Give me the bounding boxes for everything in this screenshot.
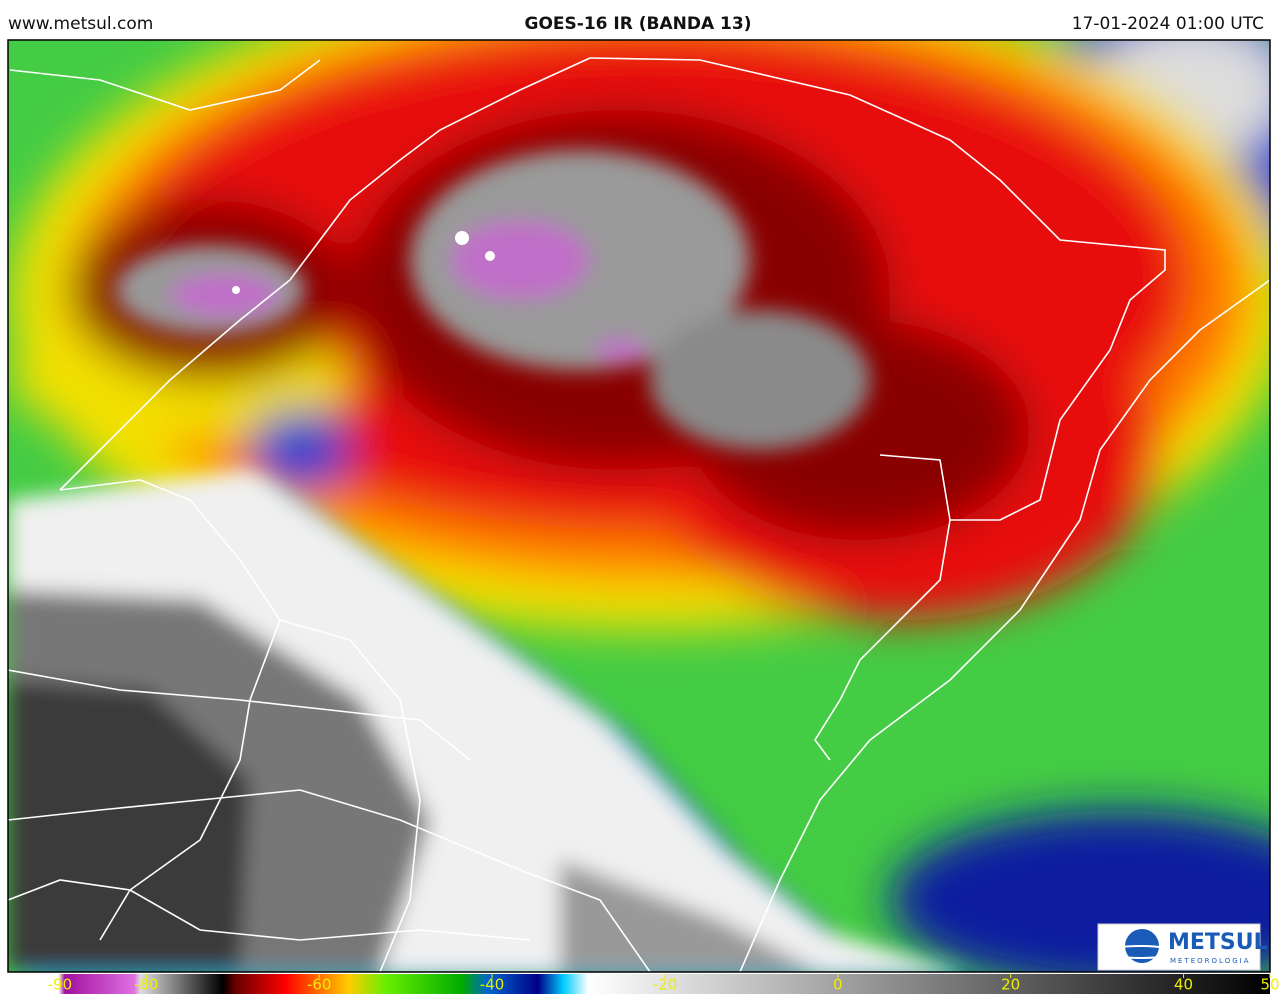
colorbar-tick-label: 0 [833,976,843,994]
colorbar-tick-label: 40 [1174,976,1193,994]
logo-tagline: METEOROLOGIA [1170,957,1250,965]
image-title: GOES-16 IR (BANDA 13) [524,14,752,34]
colorbar-tick-label: -80 [134,976,159,994]
timestamp: 17-01-2024 01:00 UTC [1071,14,1264,34]
colorbar-tick-label: -60 [307,976,332,994]
colorbar-tick-label: -40 [480,976,505,994]
colorbar-tick-label: -20 [653,976,678,994]
site-url: www.metsul.com [8,14,154,34]
imagery [8,40,1270,972]
colorbar-tick-label: -90 [48,976,73,994]
logo-name: METSUL [1168,930,1268,955]
colorbar-tick-label: 20 [1001,976,1020,994]
colorbar [8,974,1270,994]
colorbar-tick-label: 50 [1260,976,1279,994]
